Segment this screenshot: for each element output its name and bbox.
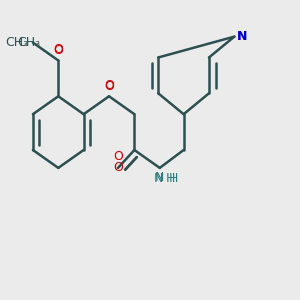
Text: N: N <box>237 30 247 43</box>
Text: O: O <box>113 161 123 174</box>
Text: CH₃: CH₃ <box>5 36 28 49</box>
Text: H: H <box>166 172 175 185</box>
Text: O: O <box>113 150 123 164</box>
Text: N: N <box>155 171 164 184</box>
Text: N: N <box>154 172 163 185</box>
Text: CH₃: CH₃ <box>17 36 40 49</box>
Text: O: O <box>53 44 63 58</box>
Text: O: O <box>104 80 114 93</box>
Text: H: H <box>169 172 178 185</box>
Text: O: O <box>104 79 114 92</box>
Text: O: O <box>53 43 63 56</box>
Text: N: N <box>237 30 247 43</box>
